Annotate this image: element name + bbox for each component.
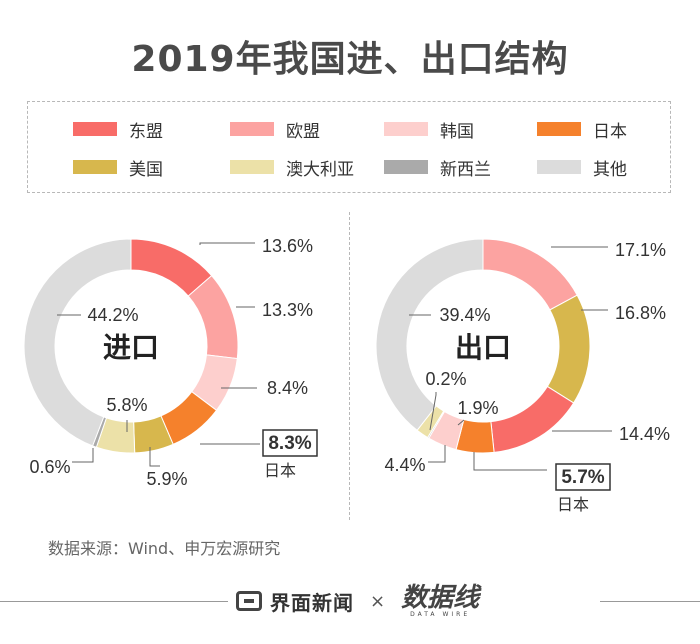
times-sign: ×: [370, 590, 386, 612]
highlight-box: [555, 463, 611, 491]
donut-slice: [375, 238, 484, 431]
legend-item: 澳大利亚: [230, 156, 354, 180]
legend-item: 欧盟: [230, 118, 320, 142]
data-label: 5.7%: [561, 467, 604, 488]
data-label: 0.6%: [29, 457, 70, 477]
data-label: 5.8%: [106, 395, 147, 415]
leader-line: [457, 419, 465, 426]
legend-swatch: [73, 160, 117, 174]
data-label: 13.6%: [262, 236, 313, 256]
legend-swatch: [384, 160, 428, 174]
donut-slice: [482, 238, 578, 311]
donut-center-label: 出口: [455, 331, 511, 364]
leader-line: [428, 445, 446, 463]
legend-label: 日本: [593, 121, 627, 142]
legend-label: 东盟: [129, 121, 163, 142]
legend-swatch: [230, 160, 274, 174]
data-label: 1.9%: [457, 398, 498, 418]
legend-label: 美国: [129, 159, 163, 180]
brand-name: 界面新闻: [270, 590, 354, 615]
legend-label: 其他: [593, 159, 627, 180]
highlight-caption: 日本: [264, 461, 296, 480]
legend-item: 韩国: [384, 118, 474, 142]
data-label: 44.2%: [87, 305, 138, 325]
legend-label: 澳大利亚: [286, 159, 354, 180]
chart-title: 2019年我国进、出口结构: [131, 39, 569, 80]
highlight-caption: 日本: [557, 495, 589, 514]
legend-swatch: [537, 160, 581, 174]
chart-divider: [349, 212, 350, 520]
data-label: 39.4%: [439, 305, 490, 325]
leader-line: [72, 448, 94, 463]
highlight-box: [262, 429, 318, 457]
legend-swatch: [384, 122, 428, 136]
legend-item: 其他: [537, 156, 627, 180]
donut-slice: [23, 238, 132, 447]
leader-line: [473, 452, 547, 471]
partner-logo-sub: DATA WIRE: [410, 610, 471, 618]
brand-logo-icon: [236, 591, 262, 611]
leader-line: [149, 447, 160, 467]
data-label: 0.2%: [425, 369, 466, 389]
legend-item: 日本: [537, 118, 627, 142]
legend-label: 新西兰: [440, 159, 491, 180]
donut-slice: [546, 294, 591, 404]
partner-logo-text: 数据线: [401, 582, 480, 613]
footer-rule-right: [600, 601, 700, 602]
legend-swatch: [73, 122, 117, 136]
leader-line: [429, 392, 437, 431]
data-label: 4.4%: [384, 455, 425, 475]
data-label: 5.9%: [146, 469, 187, 489]
legend-swatch: [230, 122, 274, 136]
data-label: 17.1%: [615, 240, 666, 260]
legend: 东盟 欧盟 韩国 日本 美国 澳大利亚 新西兰 其他: [27, 101, 671, 193]
leader-line: [199, 242, 255, 245]
data-label: 8.3%: [268, 433, 311, 454]
data-label: 16.8%: [615, 303, 666, 323]
footer: 界面新闻 × 数据线 DATA WIRE: [228, 585, 488, 618]
legend-item: 新西兰: [384, 156, 491, 180]
footer-rule-left: [0, 601, 228, 602]
data-label: 13.3%: [262, 300, 313, 320]
donut-center-label: 进口: [103, 331, 159, 364]
import-donut: 进口 13.6% 13.3% 8.4% 8.3% 日本 5.9% 5.8% 0.6% 44.2%: [23, 236, 318, 489]
legend-label: 欧盟: [286, 121, 320, 142]
data-label: 8.4%: [267, 378, 308, 398]
legend-swatch: [537, 122, 581, 136]
legend-item: 美国: [73, 156, 163, 180]
data-source: 数据来源：Wind、申万宏源研究: [48, 539, 281, 558]
donut-slice: [490, 385, 575, 453]
data-label: 14.4%: [619, 424, 670, 444]
partner-logo: 数据线 DATA WIRE: [401, 585, 479, 618]
export-donut: 出口 17.1% 16.8% 14.4% 5.7% 日本 4.4% 0.2% 1.9% 39.4%: [375, 238, 670, 514]
legend-label: 韩国: [440, 121, 474, 142]
legend-item: 东盟: [73, 118, 163, 142]
